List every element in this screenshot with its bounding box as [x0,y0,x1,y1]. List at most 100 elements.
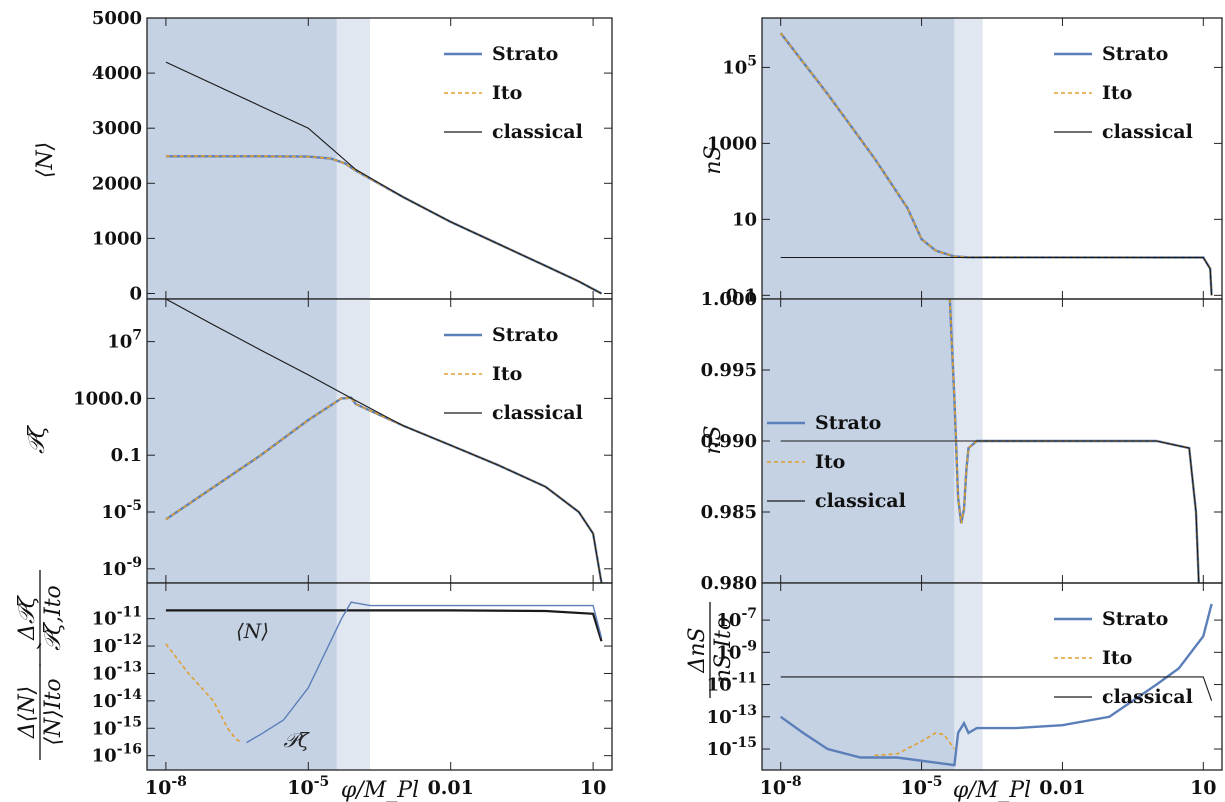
plot-area [147,18,603,299]
y-tick-label: 10-5 [101,498,142,523]
x-tick-label-exp: -8 [171,774,187,790]
y-tick-label-exp: -9 [741,638,757,654]
x-tick-label: 10-5 [901,774,943,799]
y-label-diff-mean-n: Δ⟨N⟩ ⟨N⟩Ito [15,664,66,760]
shaded-region-dark [147,299,337,583]
y-tick-label-base: 10 [716,642,741,663]
panel-mean-n: 0 1000 2000 3000 4000 5000 Strato Ito classical [92,8,613,304]
y-tick-label-exp: -7 [741,606,757,622]
panel-ns-linear: 0.980 0.985 0.990 0.995 1.000 Strato Ito classi… [701,289,1223,594]
y-tick-label: 0.980 [701,573,757,594]
shaded-region-dark [762,18,955,299]
panel-frame [761,582,1223,771]
annotation-mean-n: ⟨N⟩ [236,619,269,643]
y-tick-label-base: 10 [707,675,732,696]
y-tick-label-base: 10 [92,609,117,630]
x-tick-label-exp: -5 [314,774,330,790]
y-tick-label: 10 [732,209,757,230]
x-tick-label-base: 10 [901,777,927,799]
legend-label-strato: Strato [492,43,558,65]
y-tick-label-base: 10 [107,332,132,353]
y-tick-label: 10-9 [716,638,757,663]
y-tick-label: 0.990 [701,431,757,452]
legend-label-ito: Ito [492,363,522,385]
legend-label-classical: classical [492,121,583,143]
series-classical [780,440,1200,583]
y-tick-label-exp: -5 [126,498,142,514]
plot-area [762,583,1213,770]
y-tick-label-exp: -16 [117,742,142,758]
legend-label-classical: classical [1102,121,1193,143]
legend-label-ito: Ito [492,82,522,104]
series-p-zeta-strato [246,601,603,744]
y-label-diff-ns-den: nS,Ito [711,617,736,683]
legend-label-strato: Strato [815,412,881,434]
plot-area [762,18,1213,299]
y-tick-label: 10-7 [716,606,757,631]
x-tick-label-base: 10 [145,777,171,799]
x-tick-label: 10-8 [145,774,187,799]
x-tick-label-base: 10 [760,777,786,799]
y-tick-label: 0.1 [111,445,142,466]
legend-label-ito: Ito [1102,82,1132,104]
panel-frame [146,582,613,771]
y-tick-label: 0 [129,283,142,304]
y-tick-label-exp: 5 [747,53,757,69]
y-label-diff-ns: ΔnS nS,Ito [685,602,736,698]
y-label-diff-ns-num: ΔnS [685,627,710,673]
shaded-region-light [336,299,371,583]
y-tick-label: 2000 [92,173,142,194]
y-tick-label-exp: -9 [126,555,142,571]
y-tick-label-base: 10 [722,57,747,78]
y-tick-label-exp: -11 [732,671,757,687]
y-label-diff-mean-n-num: Δ⟨N⟩ [15,686,40,739]
y-tick-label-exp: -13 [732,703,757,719]
y-tick-label: 10-11 [92,605,142,630]
y-tick-label-base: 10 [92,718,117,739]
y-tick-label-exp: -15 [117,714,142,730]
y-tick-label: 0.1 [726,285,757,306]
y-tick-label: 10-15 [707,735,757,760]
y-label-diff-p-zeta: Δ𝒫ζ 𝒫ζ,Ito [15,570,66,666]
y-tick-label: 10-14 [92,687,143,712]
series-classical [165,61,602,294]
shaded-region-light [336,18,371,299]
x-tick-label: 10-8 [760,774,802,799]
y-tick-label: 0.995 [701,360,757,381]
y-tick-label-base: 10 [707,707,732,728]
y-tick-label-exp: -13 [117,659,142,675]
series-classical [780,256,1213,296]
legend-label-classical: classical [815,490,906,512]
y-tick-label: 10-16 [92,742,142,767]
y-label-diff-mean-n-den: ⟨N⟩Ito [41,678,66,745]
legend-label-classical: classical [1102,686,1193,708]
shaded-region-light [336,583,371,770]
legend-label-ito: Ito [1102,647,1132,669]
y-tick-label: 105 [722,53,757,78]
shaded-region-dark [147,18,337,299]
y-tick-label-base: 10 [716,610,741,631]
y-label-ns-linear: nS [701,425,726,454]
legend-label-classical: classical [492,402,583,424]
legend-label-strato: Strato [492,324,558,346]
x-tick-label: 10 [580,777,606,799]
x-tick-label: 10 [1190,777,1216,799]
y-tick-label: 10-13 [707,703,757,728]
shaded-region-light [954,18,983,299]
plot-area [762,299,1200,583]
y-tick-label-base: 10 [707,739,732,760]
plot-area [147,299,603,583]
y-tick-label: 10-13 [92,659,142,684]
y-label-p-zeta: 𝒫ζ [25,424,50,454]
y-tick-label: 10-12 [92,632,142,657]
y-tick-label: 5000 [92,8,142,29]
y-tick-label-exp: 7 [132,328,142,344]
series-ito [874,732,956,757]
x-tick-label-exp: -5 [927,774,943,790]
annotation-p-zeta: 𝒫ζ [283,728,309,752]
y-tick-label: 10-11 [707,671,757,696]
